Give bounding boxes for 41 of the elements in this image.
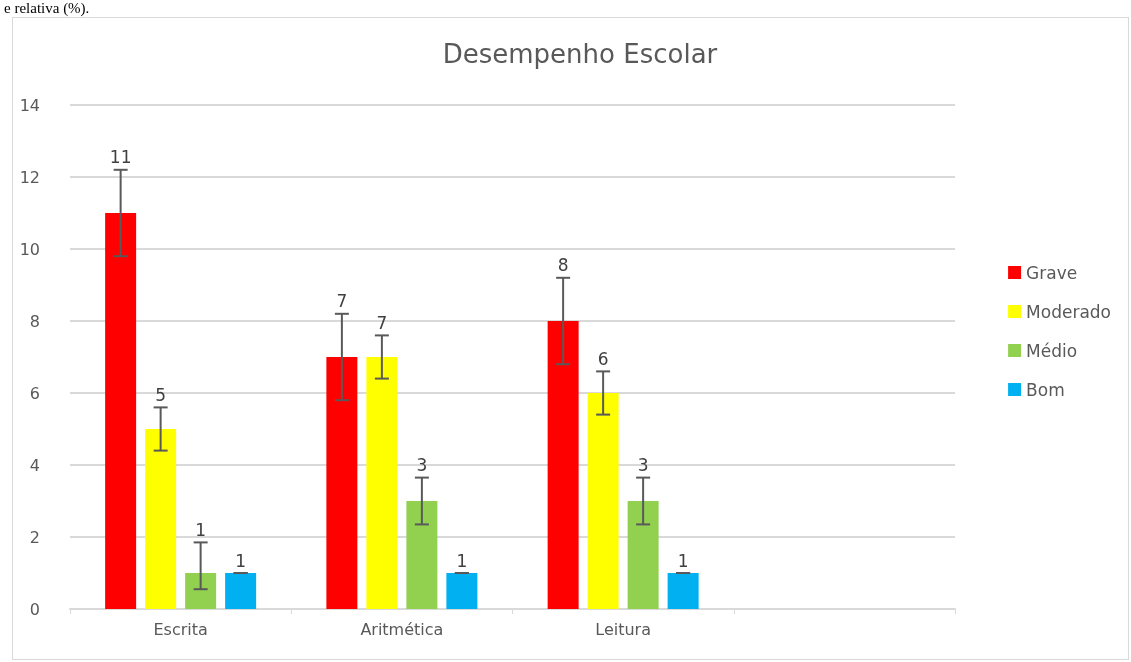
bar xyxy=(587,393,619,609)
bar xyxy=(185,573,217,609)
y-tick-label: 14 xyxy=(19,95,40,115)
bar xyxy=(406,501,438,609)
data-label: 7 xyxy=(376,312,388,333)
data-label: 11 xyxy=(109,147,132,168)
data-label: 7 xyxy=(336,291,348,312)
chart-title: Desempenho Escolar xyxy=(442,39,718,69)
bar xyxy=(105,213,137,609)
bar xyxy=(446,573,478,609)
data-label: 5 xyxy=(155,384,167,405)
legend-label: Grave xyxy=(1026,262,1078,283)
y-tick-label: 6 xyxy=(29,383,40,403)
legend-label: Bom xyxy=(1026,379,1065,400)
x-tick-label: Escrita xyxy=(153,619,208,639)
data-label: 1 xyxy=(235,550,247,571)
bar xyxy=(366,357,398,609)
bar xyxy=(667,573,699,609)
x-tick-label: Aritmética xyxy=(360,619,444,639)
bar xyxy=(547,321,579,609)
data-label: 8 xyxy=(557,255,569,276)
bar xyxy=(326,357,358,609)
bar xyxy=(627,501,659,609)
y-tick-label: 2 xyxy=(29,527,40,547)
data-label: 1 xyxy=(456,550,468,571)
bar xyxy=(145,429,177,609)
y-tick-label: 8 xyxy=(29,311,40,331)
data-label: 3 xyxy=(416,455,428,476)
data-label: 1 xyxy=(195,519,207,540)
y-tick-label: 10 xyxy=(19,239,40,259)
legend-label: Moderado xyxy=(1026,301,1111,322)
data-label: 6 xyxy=(597,348,609,369)
y-tick-label: 12 xyxy=(19,167,40,187)
data-label: 1 xyxy=(677,550,689,571)
data-label: 3 xyxy=(637,455,649,476)
y-tick-label: 4 xyxy=(29,455,40,475)
text: e relativa (%). xyxy=(4,0,90,16)
legend-label: Médio xyxy=(1026,340,1078,361)
y-tick-label: 0 xyxy=(29,599,40,619)
x-tick-label: Leitura xyxy=(595,619,651,639)
bar xyxy=(225,573,257,609)
